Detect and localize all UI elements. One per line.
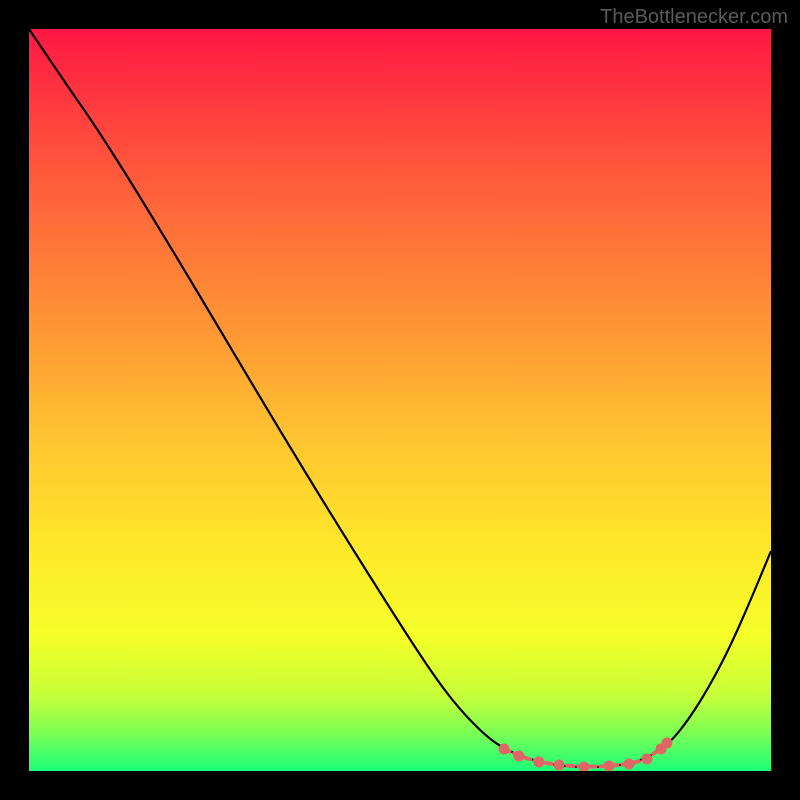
marker-point [534, 757, 545, 768]
curve-layer [29, 29, 771, 771]
marker-point [554, 760, 565, 771]
marker-point [642, 754, 653, 765]
marker-point [662, 738, 673, 749]
marker-point [579, 762, 590, 772]
chart-plot-area [29, 29, 771, 771]
marker-point [624, 759, 635, 770]
watermark-text: TheBottlenecker.com [600, 6, 788, 29]
marker-point [499, 744, 510, 755]
bottleneck-curve [29, 29, 771, 767]
marker-point [514, 751, 525, 762]
optimal-range-markers [499, 738, 673, 772]
marker-point [604, 761, 615, 772]
